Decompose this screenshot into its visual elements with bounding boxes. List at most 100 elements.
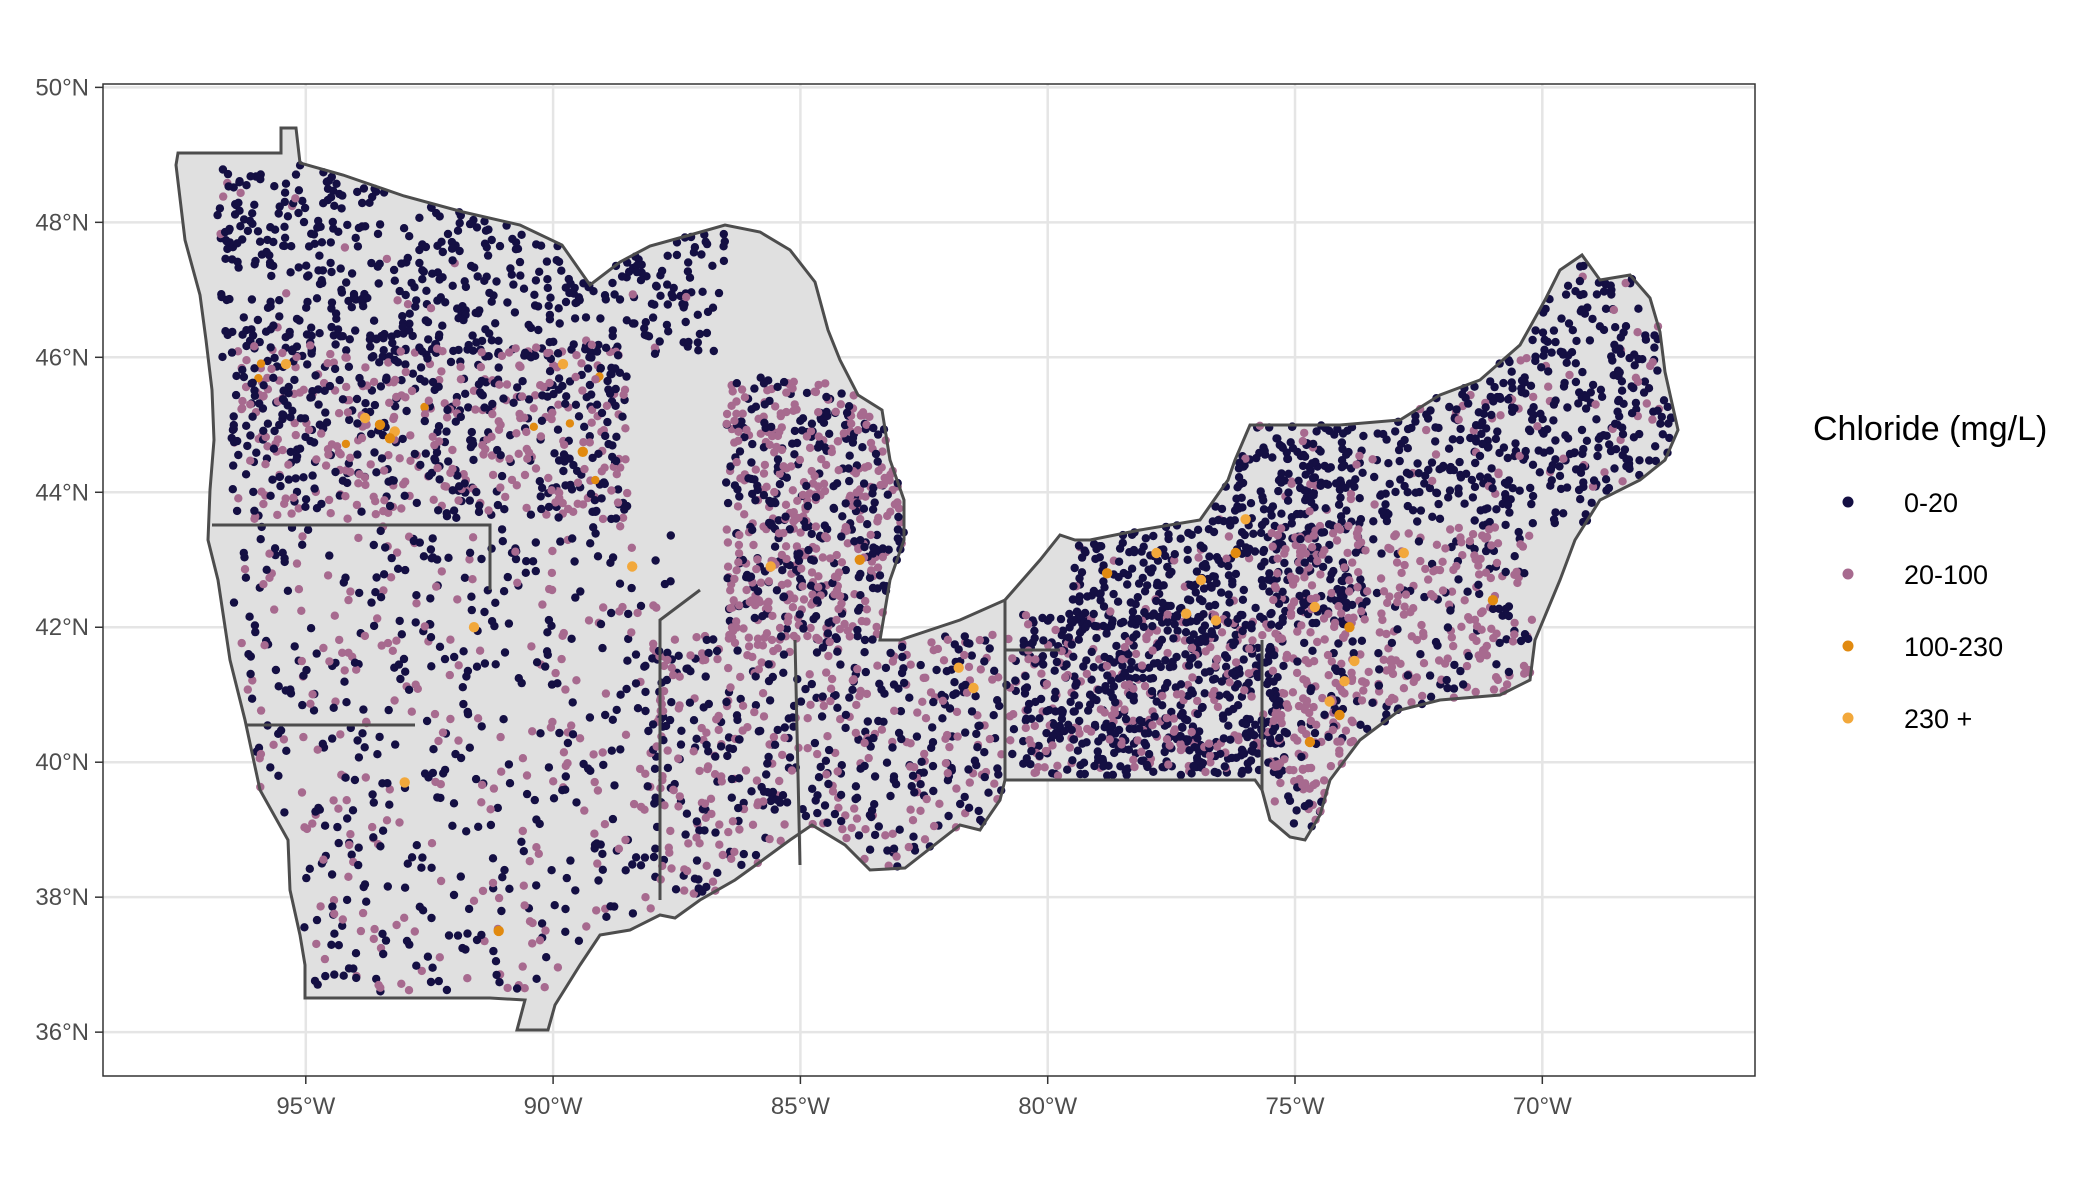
sample-point [465, 743, 474, 752]
sample-point [1259, 505, 1269, 514]
sample-point [1006, 736, 1015, 745]
sample-point [1128, 607, 1138, 616]
sample-point [384, 508, 393, 517]
sample-point [727, 401, 736, 410]
sample-point [702, 635, 711, 645]
sample-point [618, 602, 627, 612]
sample-point [406, 456, 415, 465]
sample-point [426, 304, 436, 313]
sample-point [263, 419, 273, 428]
sample-point [502, 380, 512, 389]
sample-point [522, 427, 531, 437]
sample-point [320, 954, 330, 964]
sample-point [1635, 456, 1644, 465]
sample-point [419, 267, 428, 276]
sample-point [1399, 684, 1409, 693]
sample-point [251, 627, 260, 637]
sample-point [1376, 491, 1385, 500]
sample-point [882, 758, 892, 767]
sample-point [1183, 735, 1193, 744]
sample-point [488, 399, 497, 409]
sample-point [448, 281, 457, 290]
sample-point [592, 839, 601, 848]
sample-point [567, 288, 576, 297]
sample-point [509, 280, 518, 289]
sample-point [535, 819, 544, 829]
sample-point [517, 230, 526, 239]
sample-point [1050, 694, 1060, 703]
sample-point [1545, 446, 1555, 455]
sample-point [888, 743, 897, 752]
sample-point [371, 187, 381, 196]
sample-point [574, 936, 584, 945]
sample-point [528, 557, 538, 566]
sample-point [1066, 697, 1075, 707]
sample-point [250, 200, 259, 209]
sample-point [686, 651, 695, 660]
sample-point [1072, 607, 1082, 616]
sample-point [491, 660, 500, 669]
sample-point [554, 456, 564, 465]
sample-point [1300, 428, 1309, 438]
sample-point [281, 686, 290, 695]
sample-point [1537, 363, 1546, 372]
sample-point [689, 716, 699, 725]
sample-point [1591, 400, 1600, 409]
sample-point [385, 398, 394, 407]
sample-point [404, 326, 414, 335]
sample-point [1490, 382, 1499, 392]
sample-point [381, 936, 391, 945]
sample-point [246, 431, 255, 440]
sample-point [801, 684, 810, 694]
sample-point [867, 566, 876, 575]
sample-point [702, 740, 711, 750]
sample-point [568, 534, 577, 543]
sample-point [893, 534, 902, 543]
sample-point [810, 471, 819, 481]
sample-point [1565, 449, 1575, 459]
sample-point [1605, 440, 1614, 449]
sample-point [837, 532, 846, 541]
sample-point [1544, 367, 1553, 376]
sample-point [754, 665, 763, 674]
sample-point [1266, 738, 1275, 748]
sample-point [858, 443, 867, 452]
sample-point [534, 325, 543, 335]
sample-point [719, 242, 728, 251]
sample-point [1169, 634, 1178, 643]
sample-point [1618, 423, 1627, 432]
sample-point [750, 613, 759, 623]
sample-point [439, 769, 448, 778]
sample-point [307, 323, 316, 332]
sample-point [458, 683, 467, 692]
sample-point [1606, 281, 1615, 290]
sample-point [280, 188, 290, 197]
sample-point [943, 776, 953, 785]
sample-point [627, 583, 636, 593]
sample-point [250, 514, 259, 523]
sample-point [594, 876, 603, 885]
sample-point [487, 235, 496, 245]
sample-point [652, 603, 661, 612]
sample-point [1326, 463, 1336, 472]
sample-point [377, 331, 386, 341]
sample-point [417, 863, 426, 872]
sample-point [935, 799, 944, 808]
sample-point [861, 596, 870, 606]
sample-point [621, 730, 631, 739]
sample-point [412, 961, 421, 970]
sample-point [1034, 741, 1043, 751]
sample-point [685, 273, 695, 282]
sample-point [1370, 472, 1379, 482]
sample-point [232, 371, 241, 381]
sample-point [1144, 749, 1154, 759]
sample-point [1528, 460, 1538, 469]
sample-point [253, 227, 263, 236]
sample-point [1222, 690, 1232, 699]
sample-point [1139, 622, 1149, 632]
sample-point [732, 566, 741, 575]
sample-point [1272, 760, 1282, 769]
sample-point [666, 531, 675, 540]
sample-point [354, 843, 363, 852]
sample-point [317, 238, 327, 247]
